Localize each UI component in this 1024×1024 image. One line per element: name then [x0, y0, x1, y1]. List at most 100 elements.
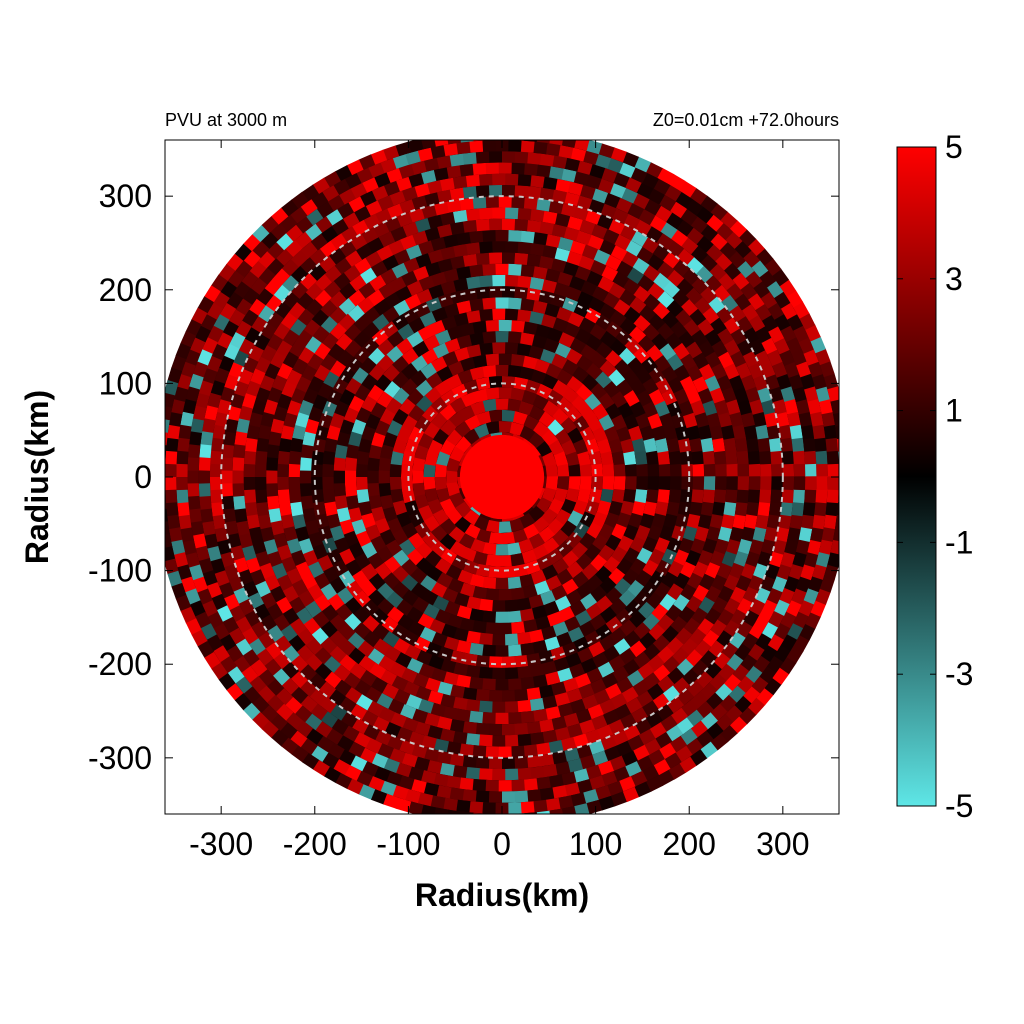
- field-cell: [759, 665, 777, 684]
- field-cell: [555, 726, 571, 741]
- field-cell: [613, 234, 632, 251]
- field-cell: [396, 426, 412, 443]
- field-cell: [277, 463, 289, 478]
- field-cell: [361, 512, 376, 529]
- field-cell: [823, 373, 839, 390]
- field-cell: [437, 293, 454, 308]
- field-cell: [481, 263, 496, 276]
- field-cell: [310, 191, 329, 209]
- field-cell: [256, 502, 270, 517]
- field-cell: [545, 671, 561, 686]
- field-cell: [197, 640, 215, 659]
- field-cell: [761, 314, 779, 332]
- field-cell: [635, 412, 651, 429]
- field-cell: [510, 353, 525, 367]
- field-cell: [177, 564, 192, 581]
- field-cell: [443, 671, 460, 686]
- field-cell: [546, 389, 564, 406]
- field-cell: [742, 350, 759, 368]
- field-cell: [723, 362, 740, 380]
- field-cell: [666, 240, 685, 258]
- field-cell: [591, 476, 604, 491]
- field-cell: [343, 407, 359, 424]
- field-cell: [723, 338, 741, 357]
- field-cell: [390, 488, 404, 504]
- field-cell: [371, 432, 386, 448]
- field-cell: [211, 502, 224, 517]
- colorbar-tick-label: -3: [945, 656, 973, 692]
- field-cell: [685, 595, 703, 613]
- field-cell: [408, 801, 425, 814]
- field-cell: [596, 438, 612, 454]
- field-cell: [495, 577, 510, 590]
- field-cell: [167, 514, 181, 530]
- field-cell: [180, 527, 194, 543]
- field-cell: [277, 574, 293, 592]
- field-cell: [625, 697, 643, 714]
- field-cell: [700, 195, 718, 213]
- field-cell: [396, 511, 412, 528]
- field-cell: [718, 585, 735, 603]
- field-cell: [449, 255, 465, 270]
- field-cell: [482, 542, 497, 556]
- field-cell: [308, 406, 323, 423]
- field-cell: [734, 643, 752, 661]
- field-cell: [442, 143, 458, 157]
- field-cell: [193, 533, 207, 549]
- field-cell: [468, 264, 484, 278]
- field-cell: [636, 476, 648, 491]
- field-cell: [482, 610, 497, 623]
- field-cell: [558, 606, 576, 622]
- field-cell: [386, 517, 403, 535]
- field-cell: [421, 348, 439, 365]
- field-cell: [363, 630, 381, 648]
- field-cell: [299, 470, 312, 485]
- field-cell: [479, 666, 494, 679]
- field-cell: [302, 387, 319, 405]
- field-cell: [534, 323, 551, 339]
- field-cell: [698, 363, 715, 381]
- field-cell: [209, 463, 222, 478]
- field-cell: [732, 513, 747, 530]
- field-cell: [377, 195, 394, 211]
- field-cell: [393, 638, 411, 655]
- colorbar-tick-label: 3: [945, 261, 963, 297]
- field-cell: [434, 477, 447, 491]
- field-cell: [427, 249, 444, 264]
- field-cell: [507, 576, 523, 590]
- field-cell: [592, 426, 608, 443]
- field-cell: [492, 634, 506, 646]
- field-cell: [443, 706, 459, 720]
- field-cell: [482, 576, 497, 590]
- field-cell: [532, 420, 550, 438]
- field-cell: [431, 306, 448, 323]
- field-cell: [339, 240, 357, 258]
- field-cell: [324, 437, 338, 454]
- field-cell: [637, 662, 656, 680]
- field-cell: [798, 411, 813, 427]
- field-cell: [544, 636, 561, 651]
- field-cell: [784, 539, 799, 555]
- field-cell: [548, 166, 564, 180]
- field-cell: [200, 314, 217, 332]
- field-cell: [786, 313, 804, 331]
- field-cell: [659, 412, 675, 429]
- field-cell: [761, 599, 778, 617]
- field-cell: [551, 681, 568, 696]
- field-cell: [359, 784, 376, 800]
- field-cell: [286, 400, 302, 417]
- field-cell: [344, 377, 362, 396]
- field-cell: [575, 354, 594, 372]
- field-cell: [185, 552, 201, 569]
- field-cell: [492, 701, 506, 713]
- field-cell: [585, 499, 600, 516]
- field-cell: [459, 777, 475, 791]
- field-cell: [343, 530, 360, 548]
- field-cell: [321, 332, 339, 350]
- field-cell: [711, 339, 728, 358]
- field-cell: [249, 638, 267, 656]
- field-cell: [242, 287, 260, 306]
- field-cell: [256, 437, 270, 453]
- field-cell: [349, 662, 367, 680]
- field-cell: [292, 514, 307, 530]
